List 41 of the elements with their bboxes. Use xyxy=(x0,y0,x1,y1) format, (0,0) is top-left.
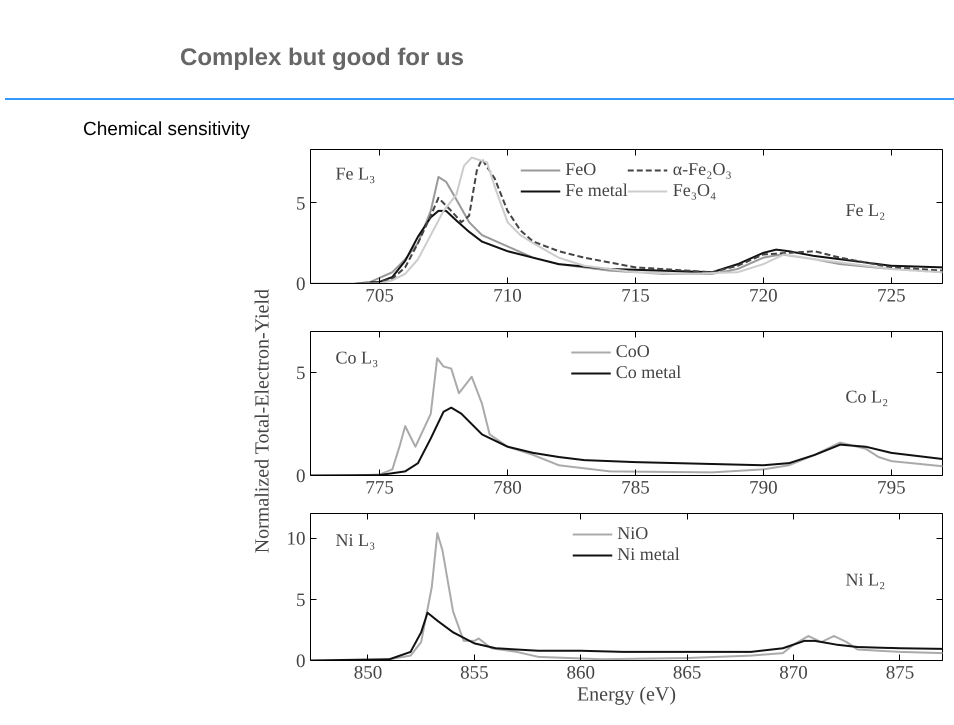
y-axis-title: Normalized Total-Electron-Yield xyxy=(252,289,274,554)
chart-subtitle: Chemical sensitivity xyxy=(83,118,250,142)
annotation: Ni L₂ xyxy=(846,570,886,590)
annotation: Fe L₃ xyxy=(336,164,376,184)
x-tick-label: 715 xyxy=(621,286,650,306)
y-tick-label: 5 xyxy=(296,363,306,384)
x-tick-label: 850 xyxy=(354,662,382,684)
x-tick-label: 790 xyxy=(749,478,778,498)
legend-label: α-Fe₂O₃ xyxy=(672,159,732,180)
annotation: Fe L₂ xyxy=(846,200,886,220)
annotation: Co L₂ xyxy=(846,386,888,406)
y-tick-label: 0 xyxy=(296,651,306,672)
annotation: Co L₃ xyxy=(336,347,378,368)
x-tick-label: 870 xyxy=(779,662,808,684)
annotation: Ni L₃ xyxy=(336,530,376,550)
y-tick-label: 5 xyxy=(296,590,306,611)
x-tick-label: 860 xyxy=(566,662,595,684)
x-tick-label: 775 xyxy=(365,478,394,498)
y-tick-label: 5 xyxy=(296,193,306,214)
x-axis-title: Energy (eV) xyxy=(576,684,676,706)
legend-label: Co metal xyxy=(616,362,682,383)
y-tick-label: 0 xyxy=(296,274,306,295)
chart-title: Complex but good for us xyxy=(180,43,464,73)
legend-label: Fe₃O₄ xyxy=(672,180,716,201)
x-tick-label: 865 xyxy=(672,662,702,684)
x-tick-label: 710 xyxy=(493,286,522,306)
x-tick-label: 785 xyxy=(621,478,650,498)
x-tick-label: 875 xyxy=(886,662,914,684)
x-tick-label: 855 xyxy=(460,662,489,684)
x-tick-label: 720 xyxy=(749,286,778,306)
y-tick-label: 0 xyxy=(296,466,306,487)
legend-label: NiO xyxy=(617,523,648,544)
legend-label: FeO xyxy=(565,159,596,180)
x-tick-label: 705 xyxy=(365,286,394,306)
x-tick-label: 780 xyxy=(493,478,522,498)
y-tick-label: 10 xyxy=(286,528,306,550)
legend-label: Fe metal xyxy=(565,180,628,201)
legend-label: Ni metal xyxy=(617,544,680,565)
x-tick-label: 795 xyxy=(877,478,906,498)
legend-label: CoO xyxy=(616,341,650,362)
x-tick-label: 725 xyxy=(877,286,906,306)
